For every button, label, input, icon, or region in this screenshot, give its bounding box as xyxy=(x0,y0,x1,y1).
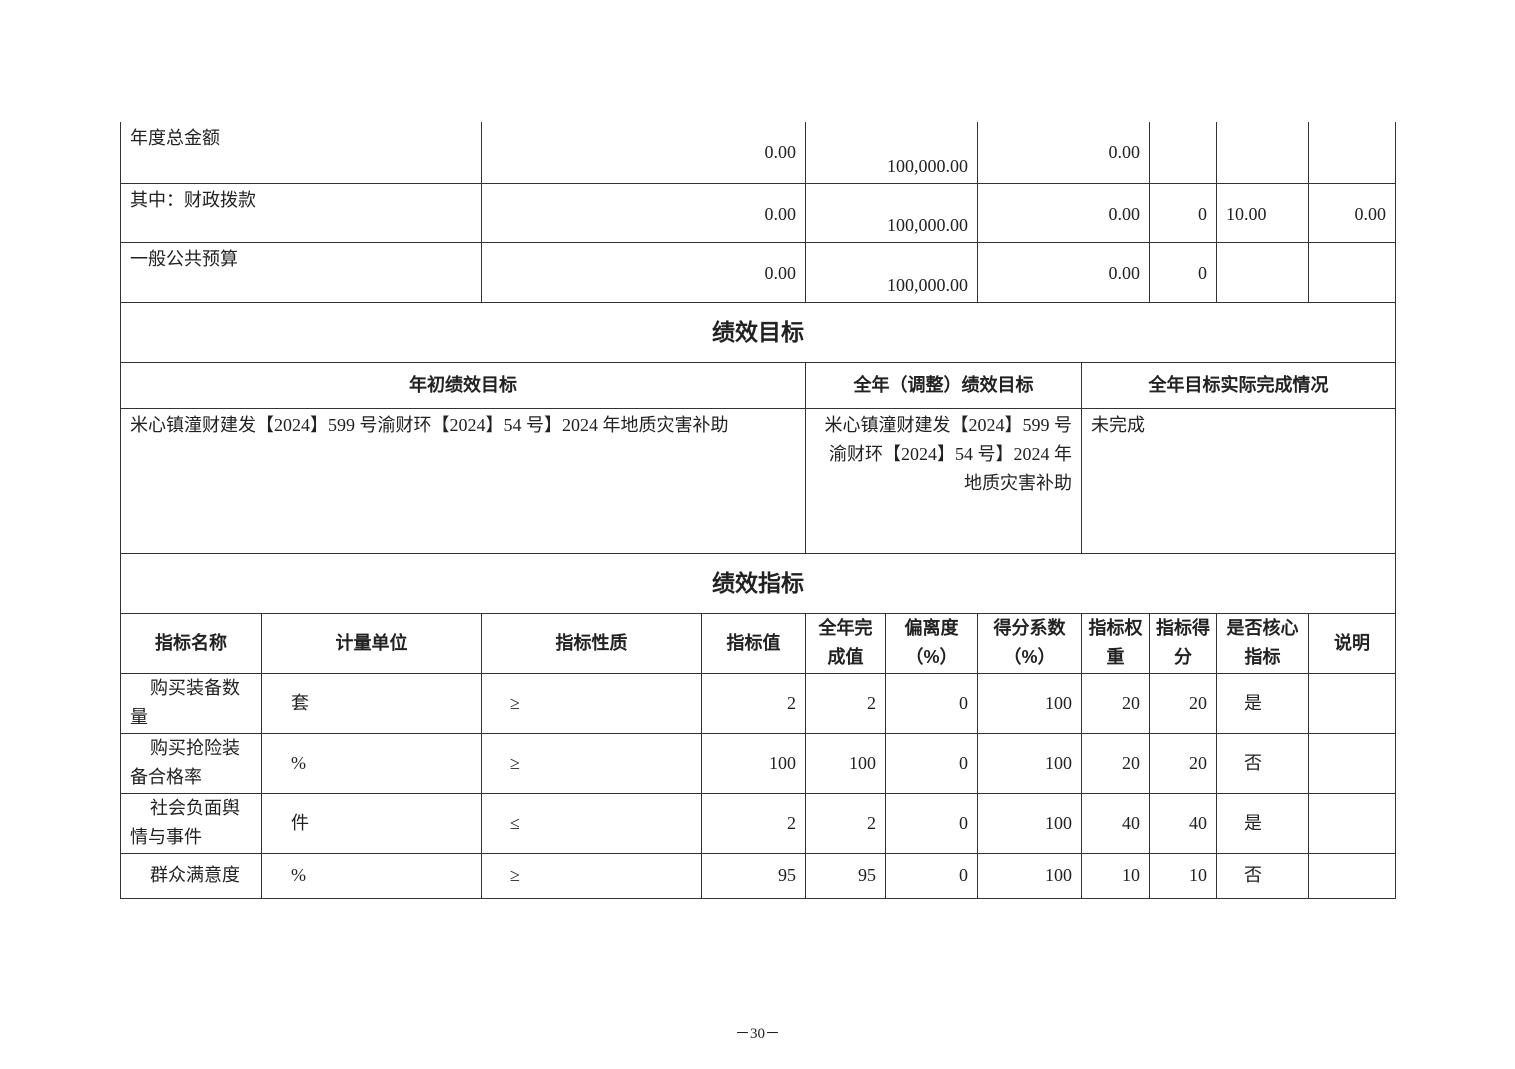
funding-value xyxy=(1308,122,1396,184)
indicator-cell: 100 xyxy=(977,672,1082,734)
indicator-cell: 2 xyxy=(805,672,886,734)
indicator-header: 全年完成值 xyxy=(805,612,886,674)
indicator-row: 购买装备数量套 ≥2 2 0 100 20 20 是 xyxy=(120,672,1396,734)
indicator-cell: 否 xyxy=(1216,732,1309,794)
funding-value: 0 xyxy=(1149,182,1217,243)
indicator-cell: ≥ xyxy=(481,852,702,899)
funding-value xyxy=(1149,122,1217,184)
goal-adjusted: 米心镇潼财建发【2024】599 号渝财环【2024】54 号】2024 年地质… xyxy=(805,407,1082,554)
indicator-header: 偏离度（%） xyxy=(885,612,978,674)
funding-value: 100,000.00 xyxy=(805,182,978,243)
indicator-header: 指标得分 xyxy=(1149,612,1217,674)
indicator-cell: 是 xyxy=(1216,672,1309,734)
funding-label: 年度总金额 xyxy=(120,122,482,184)
funding-label: 一般公共预算 xyxy=(120,241,482,303)
indicator-cell xyxy=(1308,732,1396,794)
indicator-cell: 2 xyxy=(701,672,806,734)
indicator-header: 指标名称 xyxy=(120,612,262,674)
indicator-cell: 20 xyxy=(1081,732,1150,794)
indicator-cell: 社会负面舆情与事件 xyxy=(120,792,262,854)
funding-value xyxy=(1216,241,1309,303)
indicator-cell: 2 xyxy=(701,792,806,854)
indicator-cell: 0 xyxy=(885,852,978,899)
indicator-cell: 群众满意度 xyxy=(120,852,262,899)
indicator-cell: 0 xyxy=(885,732,978,794)
indicator-cell: 2 xyxy=(805,792,886,854)
indicator-cell: 10 xyxy=(1149,852,1217,899)
indicator-row: 群众满意度% ≥95 95 0 100 10 10 否 xyxy=(120,852,1396,899)
indicator-cell: 95 xyxy=(701,852,806,899)
indicator-cell: ≥ xyxy=(481,672,702,734)
funding-value: 0.00 xyxy=(481,122,806,184)
funding-row: 其中：财政拨款 0.00 100,000.00 0.00 0 10.00 0.00 xyxy=(120,182,1396,243)
goals-header-adjusted: 全年（调整）绩效目标 xyxy=(805,361,1082,409)
funding-row: 一般公共预算 0.00 100,000.00 0.00 0 xyxy=(120,241,1396,303)
funding-value: 0.00 xyxy=(481,182,806,243)
funding-value: 0.00 xyxy=(977,182,1150,243)
funding-value xyxy=(1308,241,1396,303)
indicator-cell: ≥ xyxy=(481,732,702,794)
indicator-cell: 否 xyxy=(1216,852,1309,899)
indicator-cell: 100 xyxy=(977,732,1082,794)
indicator-cell: 是 xyxy=(1216,792,1309,854)
page-number: －30－ xyxy=(734,1026,780,1042)
funding-value: 10.00 xyxy=(1216,182,1309,243)
goal-initial: 米心镇潼财建发【2024】599 号渝财环【2024】54 号】2024 年地质… xyxy=(120,407,806,554)
goals-header-actual: 全年目标实际完成情况 xyxy=(1081,361,1396,409)
indicators-section-title: 绩效指标 xyxy=(120,552,1396,614)
indicator-cell: 件 xyxy=(261,792,482,854)
funding-value: 0.00 xyxy=(1308,182,1396,243)
indicator-header: 指标权重 xyxy=(1081,612,1150,674)
goals-section-title: 绩效目标 xyxy=(120,301,1396,363)
funding-value: 0.00 xyxy=(977,241,1150,303)
indicator-cell: 40 xyxy=(1149,792,1217,854)
funding-value: 100,000.00 xyxy=(805,122,978,184)
funding-row: 年度总金额 0.00 100,000.00 0.00 xyxy=(120,122,1396,184)
goals-header-initial: 年初绩效目标 xyxy=(120,361,806,409)
indicator-cell xyxy=(1308,672,1396,734)
indicator-header: 指标值 xyxy=(701,612,806,674)
indicator-cell: 20 xyxy=(1081,672,1150,734)
indicator-cell: 0 xyxy=(885,672,978,734)
funding-value: 0 xyxy=(1149,241,1217,303)
indicator-cell: 100 xyxy=(977,792,1082,854)
indicator-cell: 95 xyxy=(805,852,886,899)
indicator-header: 指标性质 xyxy=(481,612,702,674)
indicator-cell: 0 xyxy=(885,792,978,854)
indicator-cell: 40 xyxy=(1081,792,1150,854)
indicator-cell: 购买装备数量 xyxy=(120,672,262,734)
indicator-header: 是否核心指标 xyxy=(1216,612,1309,674)
funding-value: 100,000.00 xyxy=(805,241,978,303)
goal-actual: 未完成 xyxy=(1081,407,1396,554)
indicator-header: 计量单位 xyxy=(261,612,482,674)
indicator-cell xyxy=(1308,852,1396,899)
indicator-cell: % xyxy=(261,852,482,899)
performance-table: 年度总金额 0.00 100,000.00 0.00 其中：财政拨款 0.00 100,00… xyxy=(120,122,1396,899)
indicator-cell: ≤ xyxy=(481,792,702,854)
indicator-cell: 购买抢险装备合格率 xyxy=(120,732,262,794)
indicator-cell: 套 xyxy=(261,672,482,734)
indicator-cell: 100 xyxy=(805,732,886,794)
funding-label: 其中：财政拨款 xyxy=(120,182,482,243)
funding-value: 0.00 xyxy=(977,122,1150,184)
indicator-cell: 10 xyxy=(1081,852,1150,899)
indicator-row: 社会负面舆情与事件件 ≤2 2 0 100 40 40 是 xyxy=(120,792,1396,854)
funding-value xyxy=(1216,122,1309,184)
indicator-cell: 100 xyxy=(701,732,806,794)
indicator-cell: 100 xyxy=(977,852,1082,899)
indicator-cell: 20 xyxy=(1149,732,1217,794)
indicator-cell: 20 xyxy=(1149,672,1217,734)
funding-value: 0.00 xyxy=(481,241,806,303)
indicator-row: 购买抢险装备合格率% ≥100 100 0 100 20 20 否 xyxy=(120,732,1396,794)
indicator-cell: % xyxy=(261,732,482,794)
indicator-header: 得分系数（%） xyxy=(977,612,1082,674)
indicator-header: 说明 xyxy=(1308,612,1396,674)
indicator-cell xyxy=(1308,792,1396,854)
